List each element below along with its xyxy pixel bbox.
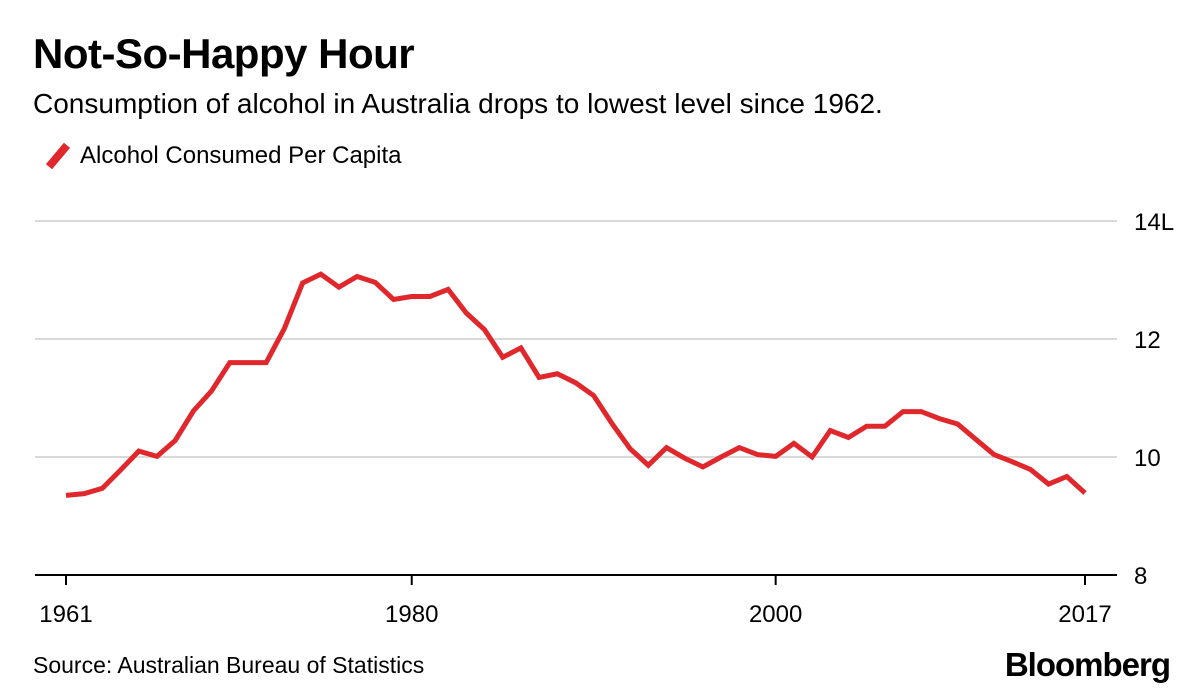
y-tick-label: 10: [1134, 445, 1161, 472]
x-tick-label: 2017: [1058, 601, 1111, 628]
grid-layer: [35, 220, 1117, 576]
legend-label: Alcohol Consumed Per Capita: [80, 142, 402, 169]
x-tick-label: 1961: [39, 601, 92, 628]
series-line-alcohol-per-capita: [65, 271, 1087, 498]
bloomberg-logo: Bloomberg: [1004, 646, 1171, 683]
x-tick-label: 2000: [749, 601, 802, 628]
chart-subtitle: Consumption of alcohol in Australia drop…: [33, 88, 883, 119]
series-layer: [65, 271, 1087, 498]
x-tick-label: 1980: [385, 601, 438, 628]
y-tick-label: 8: [1134, 563, 1147, 590]
legend: Alcohol Consumed Per Capita: [45, 142, 402, 170]
source-note: Source: Australian Bureau of Statistics: [33, 652, 425, 678]
chart-title: Not-So-Happy Hour: [33, 30, 415, 77]
axis-layer: 14L 12 10 8 1961 1980 2000 2017: [39, 209, 1174, 628]
y-tick-label: 12: [1134, 327, 1161, 354]
y-tick-label: 14L: [1134, 209, 1174, 236]
